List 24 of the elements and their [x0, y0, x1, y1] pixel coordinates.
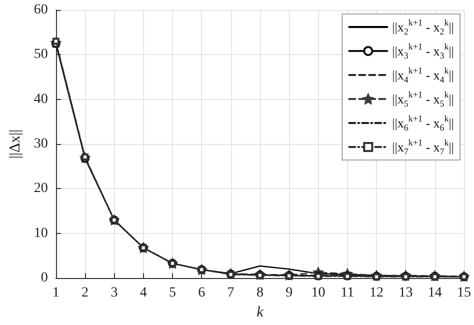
- x-tick-label: 10: [311, 286, 326, 301]
- x-tick-label: 11: [340, 286, 354, 301]
- y-tick-label: 10: [34, 226, 48, 241]
- y-tick-label: 0: [40, 270, 48, 286]
- x-tick-label: 2: [82, 286, 89, 301]
- y-tick-label: 20: [34, 181, 48, 196]
- x-tick-label: 7: [227, 286, 234, 301]
- x-tick-label: 15: [457, 286, 471, 301]
- x-tick-label: 8: [256, 286, 264, 301]
- y-tick-label: 40: [34, 92, 48, 107]
- x-axis-title: k: [256, 304, 264, 320]
- y-axis-title: ||Δx||: [8, 129, 24, 159]
- x-tick-label: 5: [169, 286, 176, 301]
- y-tick-label: 50: [34, 47, 48, 62]
- x-tick-label: 1: [52, 286, 60, 301]
- x-tick-label: 4: [140, 286, 147, 301]
- x-tick-label: 6: [198, 286, 206, 301]
- x-tick-label: 14: [428, 286, 442, 301]
- y-tick-label: 60: [34, 2, 48, 18]
- x-tick-label: 9: [286, 286, 293, 301]
- x-tick-label: 13: [398, 286, 413, 301]
- y-tick-label: 30: [34, 136, 48, 152]
- x-tick-label: 3: [110, 286, 118, 301]
- x-tick-label: 12: [370, 286, 384, 301]
